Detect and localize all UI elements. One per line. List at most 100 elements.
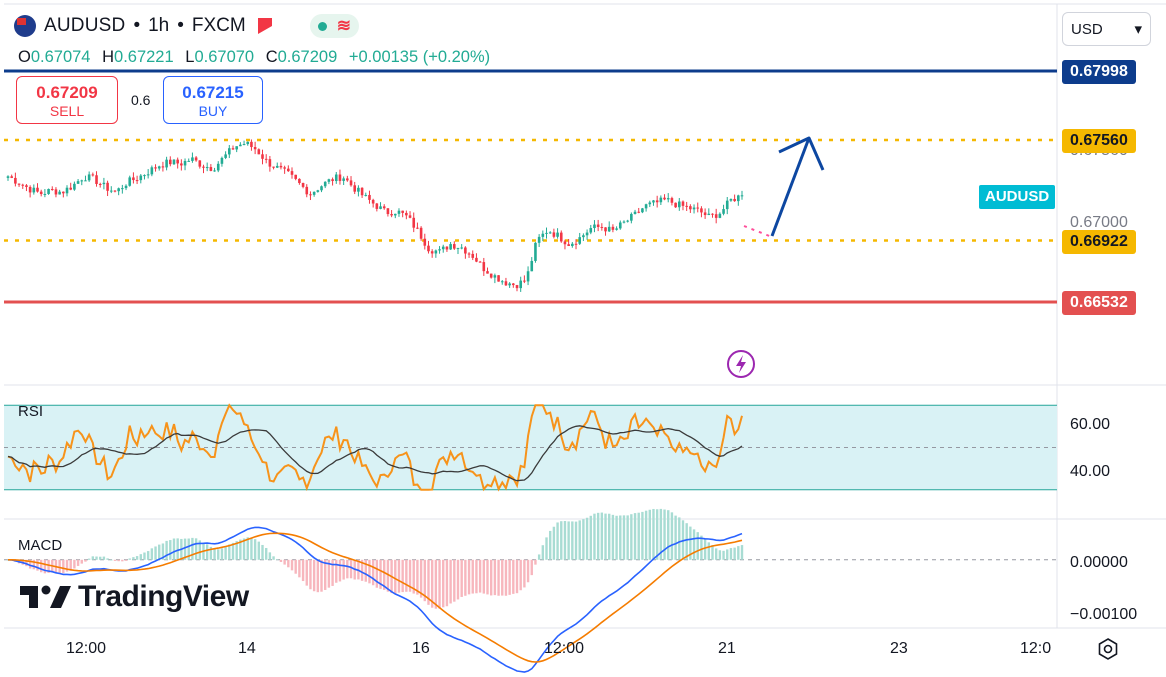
- macd-histogram-bar: [324, 559, 327, 590]
- candle-body: [39, 191, 43, 195]
- macd-histogram-bar: [246, 537, 249, 560]
- flag-marker-icon[interactable]: [257, 18, 272, 34]
- macd-histogram-bar: [394, 559, 397, 594]
- macd-histogram-bar: [150, 548, 154, 560]
- macd-histogram-bar: [537, 554, 541, 560]
- rsi-ma-line: [7, 425, 743, 482]
- candle-body: [113, 190, 117, 192]
- macd-histogram-bar: [135, 556, 139, 560]
- candle-body: [434, 250, 438, 254]
- candle-body: [290, 171, 294, 175]
- macd-histogram-bar: [172, 538, 176, 560]
- macd-histogram-bar: [512, 559, 515, 594]
- candle-body: [471, 253, 475, 258]
- projection-dotted-line: [743, 225, 773, 238]
- macd-histogram-bar: [545, 537, 548, 560]
- candle-body: [239, 144, 242, 147]
- macd-histogram-bar: [371, 559, 375, 586]
- macd-histogram-bar: [28, 559, 32, 569]
- rsi-tick: 40.00: [1070, 463, 1111, 480]
- time-tick: 21: [718, 640, 736, 657]
- macd-histogram-bar: [711, 545, 714, 560]
- macd-histogram-bar: [471, 559, 474, 594]
- candle-body: [681, 201, 685, 206]
- candle-body: [312, 191, 316, 195]
- candle-body: [180, 163, 183, 166]
- macd-histogram-bar: [659, 508, 663, 560]
- candle-body: [729, 198, 733, 201]
- time-tick: 23: [890, 640, 908, 657]
- spread-value: 0.6: [131, 92, 151, 108]
- macd-histogram-bar: [146, 551, 150, 560]
- tradingview-logo[interactable]: TradingView: [20, 580, 249, 614]
- macd-histogram-bar: [287, 559, 290, 568]
- macd-histogram-bar: [434, 559, 438, 609]
- macd-histogram-bar: [342, 559, 345, 580]
- candle-body: [519, 280, 522, 289]
- candle-body: [567, 244, 570, 247]
- candle-body: [445, 246, 449, 250]
- candle-body: [552, 232, 556, 237]
- candle-body: [91, 174, 95, 176]
- candle-body: [261, 154, 264, 159]
- candle-body: [375, 203, 379, 209]
- candle-body: [327, 179, 331, 182]
- buy-button[interactable]: 0.67215 BUY: [163, 76, 263, 124]
- macd-histogram-bar: [445, 559, 449, 607]
- macd-histogram-bar: [76, 559, 80, 566]
- candle-body: [534, 242, 537, 261]
- macd-histogram-bar: [320, 559, 323, 592]
- candle-body: [585, 232, 589, 236]
- exchange-name: FXCM: [191, 15, 246, 36]
- candle-body: [43, 193, 47, 195]
- macd-histogram-bar: [526, 559, 530, 583]
- price-tag-resistance: 0.67560: [1062, 129, 1136, 153]
- candle-body: [176, 159, 179, 164]
- timeframe[interactable]: 1h: [148, 15, 170, 36]
- settings-gear-icon[interactable]: [1097, 638, 1119, 660]
- candle-body: [117, 188, 120, 192]
- macd-histogram-bar: [497, 559, 500, 596]
- macd-histogram-bar: [604, 513, 607, 560]
- candle-body: [666, 198, 670, 200]
- macd-histogram-bar: [316, 559, 320, 593]
- sell-button[interactable]: 0.67209 SELL: [16, 76, 118, 124]
- candle-body: [633, 211, 637, 214]
- lightning-icon[interactable]: [726, 349, 756, 379]
- projection-arrow-head: [778, 136, 825, 171]
- macd-histogram-bar: [65, 559, 69, 572]
- rsi-label[interactable]: RSI: [18, 403, 44, 420]
- candle-body: [95, 175, 98, 184]
- candle-body: [253, 147, 257, 150]
- candle-body: [109, 190, 113, 192]
- macd-histogram-bar: [700, 535, 703, 560]
- currency-select[interactable]: USD ▾: [1062, 12, 1151, 46]
- macd-histogram-bar: [110, 559, 113, 561]
- macd-histogram-bar: [667, 510, 670, 560]
- macd-histogram-bar: [685, 523, 688, 560]
- macd-histogram-bar: [165, 540, 168, 560]
- macd-histogram-bar: [47, 559, 50, 573]
- candle-body: [139, 175, 143, 181]
- candle-body: [618, 222, 622, 229]
- candle-body: [87, 174, 91, 181]
- candle-body: [349, 180, 353, 186]
- candle-body: [478, 261, 482, 263]
- candle-body: [523, 280, 526, 282]
- macd-histogram-bar: [737, 546, 740, 560]
- macd-histogram-bar: [224, 546, 227, 560]
- macd-tick: 0.00000: [1070, 554, 1128, 571]
- candle-body: [489, 273, 493, 278]
- macd-histogram-bar: [194, 538, 198, 560]
- candle-body: [102, 182, 106, 185]
- candle-body: [124, 185, 128, 189]
- macd-histogram-bar: [36, 559, 39, 571]
- macd-histogram-bar: [217, 549, 220, 560]
- macd-histogram-bar: [582, 519, 585, 560]
- close-value: 0.67209: [277, 48, 338, 66]
- macd-histogram-bar: [239, 539, 242, 560]
- symbol-name[interactable]: AUDUSD: [44, 15, 126, 36]
- macd-histogram-bar: [84, 559, 87, 562]
- market-status-pill[interactable]: ≋: [309, 14, 359, 38]
- macd-label[interactable]: MACD: [18, 537, 63, 554]
